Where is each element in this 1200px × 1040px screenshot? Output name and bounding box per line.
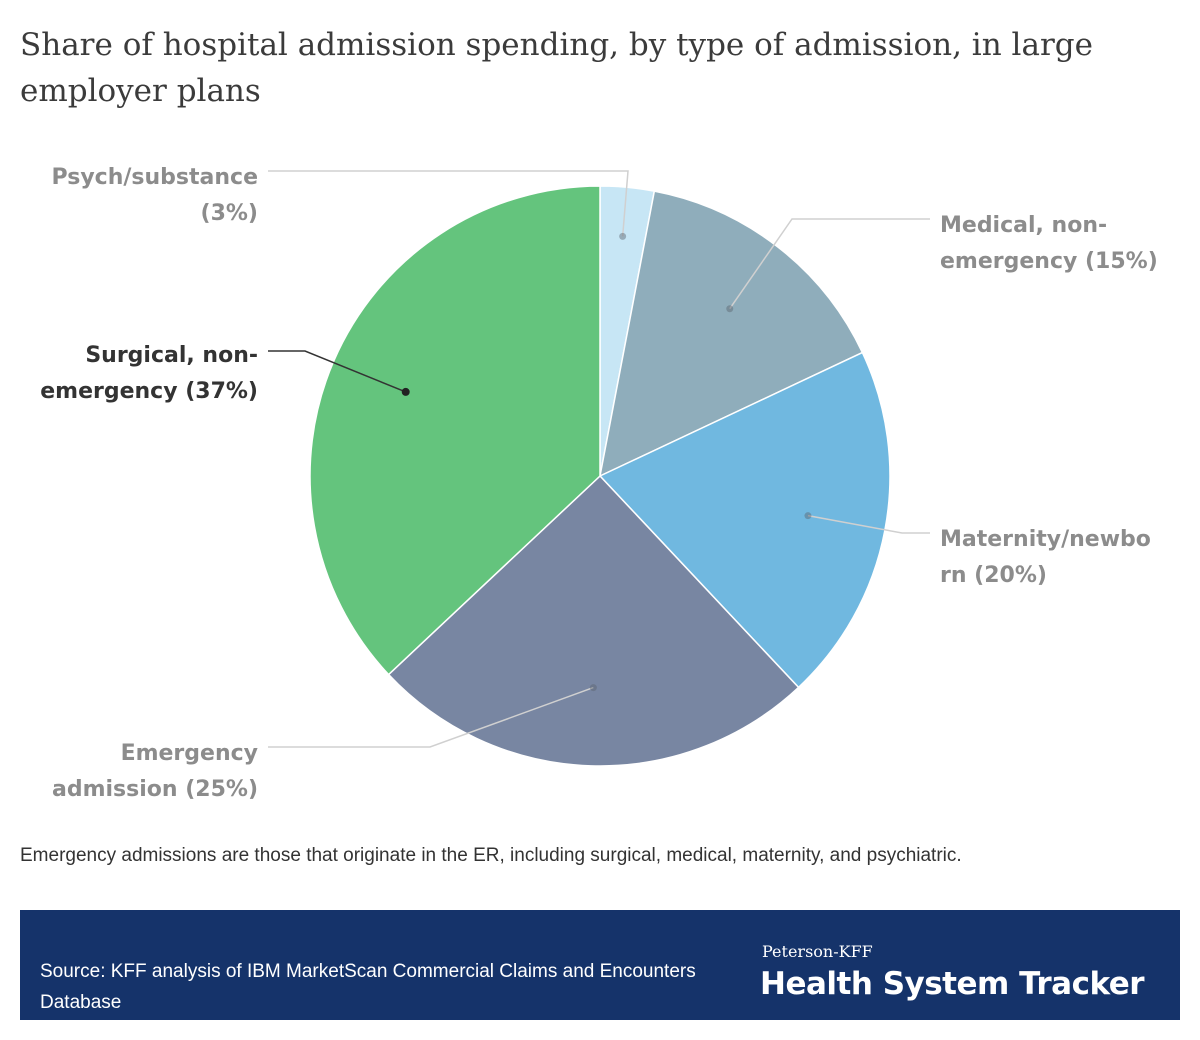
pie-slice-emergency-admission — [387, 474, 800, 767]
slice-label-emergency-admission: Emergency admission (25%) — [52, 741, 258, 802]
slice-label-line: admission (25%) — [52, 777, 258, 802]
chart-note: Emergency admissions are those that orig… — [20, 845, 962, 866]
leader-line-surgical-non-emergency — [268, 350, 406, 393]
leader-line-psych-substance — [268, 170, 629, 237]
slice-label-line: (3%) — [201, 201, 258, 226]
slice-label-surgical-non-emergency: Surgical, non-emergency (37%) — [40, 343, 258, 404]
leader-dot-surgical-non-emergency — [401, 387, 410, 396]
leader-line-emergency-admission — [268, 686, 594, 748]
slice-label-line: emergency (15%) — [940, 249, 1158, 274]
slice-label-line: Emergency — [121, 741, 258, 766]
leader-dot-maternity-newborn — [804, 512, 812, 520]
slice-label-line: Psych/substance — [52, 165, 259, 190]
slice-label-line: Maternity/newbo — [940, 527, 1151, 552]
slice-label-maternity-newborn: Maternity/newbo rn (20%) — [940, 527, 1151, 588]
leader-dot-medical-non-emergency — [726, 305, 734, 313]
pie-chart: Psych/substance (3%) Medical, non-emergenc… — [40, 165, 1158, 802]
leader-dot-psych-substance — [619, 232, 627, 240]
brand-name-large: Health System Tracker — [760, 966, 1145, 1002]
chart-title: Share of hospital admission spending, by… — [20, 27, 1093, 109]
source-text: Source: KFF analysis of IBM MarketScan C… — [40, 961, 696, 1013]
slice-label-line: Medical, non- — [940, 213, 1107, 238]
slice-label-line: rn (20%) — [940, 563, 1047, 588]
slice-label-line: emergency (37%) — [40, 379, 258, 404]
brand-name-small: Peterson-KFF — [762, 942, 873, 961]
slice-label-medical-non-emergency: Medical, non-emergency (15%) — [940, 213, 1158, 274]
leader-line-medical-non-emergency — [729, 218, 930, 310]
slice-label-psych-substance: Psych/substance (3%) — [52, 165, 259, 226]
leader-line-maternity-newborn — [807, 514, 930, 534]
pie-slice-surgical-non-emergency — [309, 185, 601, 676]
footer-bar: Source: KFF analysis of IBM MarketScan C… — [20, 910, 1180, 1020]
slice-label-line: Surgical, non- — [85, 343, 258, 368]
leader-dot-emergency-admission — [589, 684, 597, 692]
pie-slice-medical-non-emergency — [598, 190, 864, 478]
